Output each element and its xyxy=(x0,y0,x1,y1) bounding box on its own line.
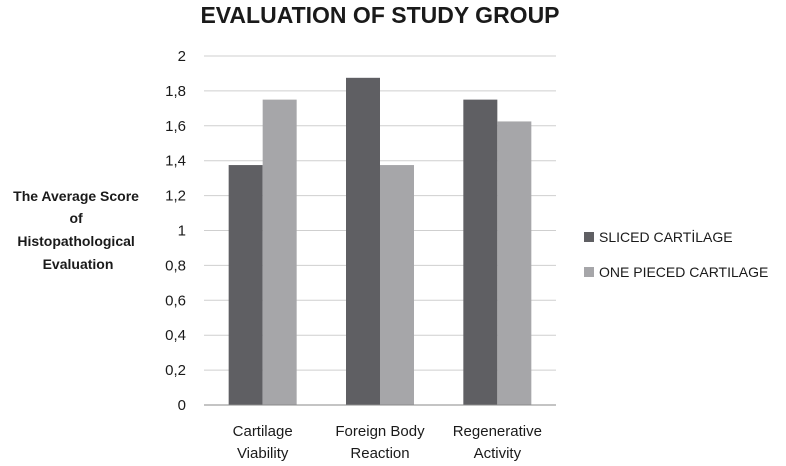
y-tick-label: 1,2 xyxy=(165,188,186,205)
category-label: Cartilage Viability xyxy=(233,423,293,462)
bar-sliced-1 xyxy=(346,77,380,405)
category-label-line: Activity xyxy=(474,445,522,462)
legend-label: ONE PIECED CARTILAGE xyxy=(599,264,768,280)
y-axis-label: The Average Score of Histopathological E… xyxy=(13,188,143,272)
y-tick-label: 0,6 xyxy=(165,292,186,309)
bar-sliced-2 xyxy=(463,99,498,405)
category-labels: Cartilage Viability Foreign Body Reaction Re… xyxy=(233,423,542,462)
y-axis-label-line-2: of xyxy=(69,210,83,226)
legend-label: SLICED CARTİLAGE xyxy=(599,228,733,245)
chart-title: EVALUATION OF STUDY GROUP xyxy=(200,2,559,28)
category-label-line: Cartilage xyxy=(233,423,293,440)
legend-swatch xyxy=(584,232,594,242)
category-label-line: Foreign Body xyxy=(335,423,425,440)
y-tick-label: 1,4 xyxy=(165,153,186,170)
y-tick-label: 0,8 xyxy=(165,257,186,274)
y-tick-labels: 0 0,2 0,4 0,6 0,8 1 1,2 1,4 1,6 1,8 2 xyxy=(165,48,186,414)
bar-one-pieced-2 xyxy=(497,121,532,405)
y-tick-label: 2 xyxy=(178,48,186,65)
y-tick-label: 0,2 xyxy=(165,362,186,379)
bars xyxy=(228,77,532,405)
y-axis-label-line-1: The Average Score xyxy=(13,188,139,204)
category-label: Foreign Body Reaction xyxy=(335,423,425,462)
y-tick-label: 1,8 xyxy=(165,83,186,100)
y-tick-label: 0 xyxy=(178,397,186,414)
category-label-line: Reaction xyxy=(350,445,409,462)
category-label: Regenerative Activity xyxy=(453,423,542,462)
category-label-line: Regenerative xyxy=(453,423,542,440)
bar-sliced-0 xyxy=(228,165,263,405)
category-label-line: Viability xyxy=(237,445,289,462)
bar-one-pieced-0 xyxy=(262,99,297,405)
y-tick-label: 1 xyxy=(178,223,186,240)
bar-one-pieced-1 xyxy=(380,165,414,405)
y-tick-label: 1,6 xyxy=(165,118,186,135)
y-tick-label: 0,4 xyxy=(165,327,186,344)
legend: SLICED CARTİLAGE ONE PIECED CARTILAGE xyxy=(584,228,768,280)
legend-swatch xyxy=(584,267,594,277)
y-axis-label-line-3: Histopathological xyxy=(17,233,134,249)
y-axis-label-line-4: Evaluation xyxy=(43,256,114,272)
